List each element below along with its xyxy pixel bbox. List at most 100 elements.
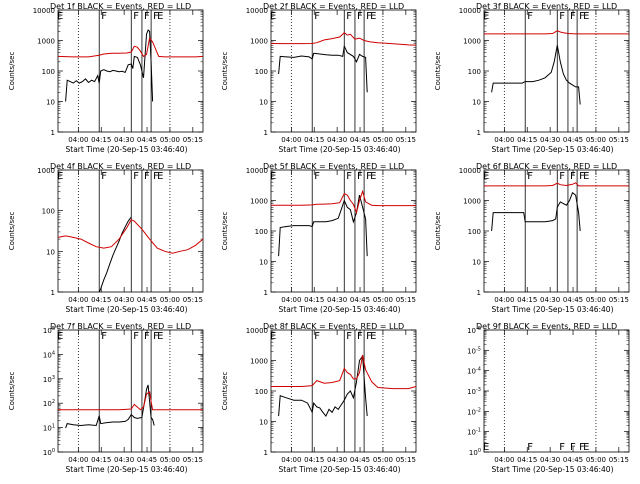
interval-end-letter: E	[57, 171, 63, 182]
interval-marker-letter: F	[133, 331, 139, 342]
x-tick-label: 04:30	[327, 136, 347, 144]
x-axis-label: Start Time (20-Sep-15 03:46:40)	[66, 145, 188, 154]
interval-marker-letter: F	[144, 331, 150, 342]
x-tick-label: 04:00	[281, 136, 301, 144]
plot-frame	[57, 329, 204, 453]
x-axis-label: Start Time (20-Sep-15 03:46:40)	[279, 465, 401, 474]
y-tick-label: 100	[255, 228, 268, 236]
x-tick-label: 05:00	[586, 136, 606, 144]
interval-marker-letter: F	[570, 171, 576, 182]
y-tick-label: 10	[46, 248, 55, 256]
interval-end-letter: E	[483, 11, 489, 22]
interval-marker-letter: F	[527, 442, 533, 453]
x-tick-label: 04:30	[114, 296, 134, 304]
interval-marker-letter: F	[314, 331, 320, 342]
interval-end-letter: E	[157, 171, 163, 182]
y-tick-label: 100	[255, 68, 268, 76]
y-tick-label: 100	[43, 448, 55, 457]
x-axis-label: Start Time (20-Sep-15 03:46:40)	[492, 145, 614, 154]
interval-end-letter: E	[483, 171, 489, 182]
y-tick-label: 10	[259, 259, 268, 267]
y-tick-label: 10-2	[467, 407, 481, 416]
x-tick-label: 05:15	[396, 296, 416, 304]
events-series-line	[278, 44, 368, 93]
x-tick-label: 04:30	[327, 296, 347, 304]
y-tick-label: 10-6	[467, 326, 481, 335]
y-tick-label: 10	[472, 99, 481, 107]
lld-series-line	[270, 32, 417, 46]
x-tick-label: 04:15	[517, 296, 537, 304]
interval-marker-letter: F	[366, 11, 372, 22]
lld-series-line	[57, 219, 204, 254]
y-tick-label: 10-1	[467, 428, 481, 437]
panel-title: Det 5f BLACK = Events, RED = LLD	[263, 162, 404, 171]
events-series-line	[98, 216, 132, 293]
interval-marker-letter: F	[314, 11, 320, 22]
y-tick-label: 100	[469, 448, 481, 457]
x-tick-label: 04:30	[540, 136, 560, 144]
x-tick-label: 05:15	[183, 136, 203, 144]
interval-marker-letter: F	[101, 11, 107, 22]
panel-6: Det 6f BLACK = Events, RED = LLD 1 10 100 10…	[434, 162, 630, 314]
y-axis-label: Counts/sec	[434, 212, 442, 251]
x-tick-label: 04:00	[494, 296, 514, 304]
y-axis-label: Counts/sec	[434, 52, 442, 91]
y-tick-label: 1000	[250, 38, 268, 46]
interval-end-letter: E	[583, 442, 589, 453]
x-tick-label: 05:00	[373, 456, 393, 464]
panel-title: Det 2f BLACK = Events, RED = LLD	[263, 2, 404, 11]
x-tick-label: 04:30	[114, 136, 134, 144]
y-tick-label: 104	[43, 350, 55, 359]
y-tick-label: 10-3	[467, 387, 481, 396]
interval-end-letter: E	[270, 331, 276, 342]
x-tick-label: 04:00	[281, 296, 301, 304]
interval-marker-letter: F	[366, 331, 372, 342]
plot-frame	[483, 329, 630, 453]
interval-end-letter: E	[583, 11, 589, 22]
y-tick-label: 1000	[463, 38, 481, 46]
interval-marker-letter: F	[153, 11, 159, 22]
interval-marker-letter: F	[153, 171, 159, 182]
y-tick-label: 10-5	[467, 346, 481, 355]
interval-end-letter: E	[57, 331, 63, 342]
y-tick-label: 1	[264, 449, 268, 457]
panel-1: Det 1f BLACK = Events, RED = LLD 1 10 100 10…	[8, 2, 204, 154]
y-tick-label: 10000	[459, 167, 481, 175]
x-tick-label: 04:15	[91, 456, 111, 464]
x-tick-label: 05:15	[183, 456, 203, 464]
events-series-line	[278, 194, 368, 257]
interval-marker-letter: F	[559, 11, 565, 22]
y-axis-label: Counts/sec	[8, 52, 16, 91]
x-tick-label: 05:15	[396, 456, 416, 464]
interval-marker-letter: F	[101, 331, 107, 342]
x-tick-label: 04:45	[563, 456, 583, 464]
y-axis-label: Counts/sec	[221, 372, 229, 411]
x-tick-label: 04:15	[91, 136, 111, 144]
x-tick-label: 04:45	[350, 456, 370, 464]
x-axis-label: Start Time (20-Sep-15 03:46:40)	[492, 465, 614, 474]
interval-marker-letter: F	[527, 11, 533, 22]
panel-title: Det 6f BLACK = Events, RED = LLD	[476, 162, 617, 171]
x-tick-label: 05:00	[373, 296, 393, 304]
y-tick-label: 1	[51, 129, 55, 137]
y-tick-label: 105	[43, 326, 55, 335]
y-tick-label: 10	[472, 259, 481, 267]
panel-title: Det 9f BLACK = Events, RED = LLD	[476, 322, 617, 331]
x-tick-label: 04:15	[517, 456, 537, 464]
interval-marker-letter: F	[314, 171, 320, 182]
interval-marker-letter: F	[357, 331, 363, 342]
lld-series-line	[58, 391, 203, 411]
y-tick-label: 1	[264, 129, 268, 137]
y-tick-label: 10000	[246, 7, 268, 15]
panel-5: Det 5f BLACK = Events, RED = LLD 1 10 100 10…	[221, 162, 417, 314]
x-tick-label: 04:00	[68, 296, 88, 304]
y-tick-label: 1000	[37, 38, 55, 46]
x-tick-label: 04:45	[350, 296, 370, 304]
panel-2: Det 2f BLACK = Events, RED = LLD 1 10 100 10…	[221, 2, 417, 154]
x-tick-label: 04:15	[304, 456, 324, 464]
interval-marker-letter: F	[559, 442, 565, 453]
interval-marker-letter: F	[579, 171, 585, 182]
events-series-line	[491, 191, 581, 232]
